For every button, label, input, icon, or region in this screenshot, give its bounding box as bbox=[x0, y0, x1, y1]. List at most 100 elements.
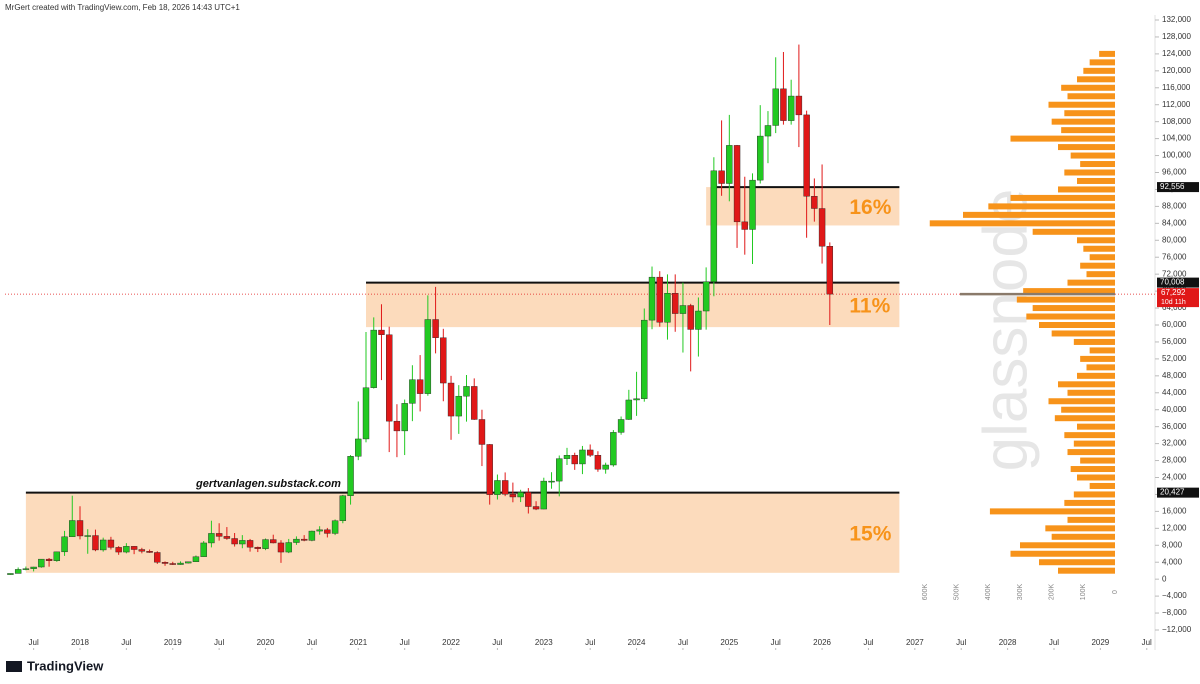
candle-body bbox=[509, 494, 517, 498]
x-tick-label: Jul bbox=[863, 638, 873, 647]
y-tick-label: 108,000 bbox=[1162, 117, 1191, 126]
candle-body bbox=[455, 395, 462, 417]
profile-bar bbox=[1061, 127, 1115, 134]
y-tick-label: 4,000 bbox=[1162, 557, 1183, 566]
profile-bar bbox=[1070, 152, 1115, 159]
candle-body bbox=[416, 379, 424, 394]
profile-bar bbox=[1077, 474, 1115, 481]
y-tick-label: 76,000 bbox=[1162, 252, 1187, 261]
x-tick-label: Jul bbox=[956, 638, 966, 647]
profile-bar bbox=[1039, 559, 1115, 566]
y-tick-label: 124,000 bbox=[1162, 49, 1191, 58]
candle-body bbox=[772, 88, 779, 126]
profile-bar bbox=[988, 203, 1115, 210]
y-tick-label: 36,000 bbox=[1162, 422, 1187, 431]
profile-bar bbox=[1054, 415, 1115, 422]
candle-body bbox=[687, 305, 694, 330]
candle-body bbox=[733, 145, 741, 223]
y-tick-label: 44,000 bbox=[1162, 388, 1187, 397]
candle-body bbox=[293, 538, 300, 543]
x-tick-label: 2021 bbox=[349, 638, 367, 647]
x-tick-label: 2028 bbox=[999, 638, 1017, 647]
candle-body bbox=[277, 542, 285, 553]
candle-body bbox=[424, 319, 432, 394]
candle-body bbox=[285, 542, 292, 553]
candle-body bbox=[69, 520, 76, 538]
price-tag bbox=[1157, 487, 1199, 498]
logo-text: TradingView bbox=[27, 658, 104, 673]
candle-body bbox=[84, 535, 91, 537]
candle-body bbox=[99, 539, 107, 551]
y-tick-label: 40,000 bbox=[1162, 405, 1187, 414]
candle-body bbox=[826, 246, 834, 295]
y-tick-label: 28,000 bbox=[1162, 456, 1187, 465]
candle-body bbox=[386, 334, 393, 422]
candle-body bbox=[586, 449, 594, 456]
candle-body bbox=[803, 114, 810, 197]
candle-body bbox=[679, 305, 687, 314]
candle-body bbox=[362, 387, 370, 440]
profile-bar bbox=[1080, 457, 1115, 464]
y-tick-label: 104,000 bbox=[1162, 134, 1191, 143]
candle-body bbox=[169, 563, 176, 565]
profile-tick-label: 300K bbox=[1017, 584, 1024, 601]
profile-bar bbox=[1073, 440, 1115, 447]
candle-body bbox=[370, 329, 377, 388]
y-tick-label: 12,000 bbox=[1162, 523, 1187, 532]
zone bbox=[25, 492, 900, 573]
candle-body bbox=[463, 386, 470, 397]
candle-body bbox=[208, 533, 215, 544]
profile-tick-label: 200K bbox=[1049, 584, 1056, 601]
candle-body bbox=[7, 573, 14, 575]
candle-body bbox=[633, 398, 640, 401]
x-tick-label: Jul bbox=[307, 638, 317, 647]
candle-body bbox=[409, 379, 416, 404]
profile-bar bbox=[1061, 406, 1115, 413]
candle-body bbox=[625, 399, 633, 420]
candle-body bbox=[308, 530, 316, 541]
candle-body bbox=[447, 382, 455, 417]
profile-bar bbox=[1064, 499, 1115, 506]
x-tick-label: 2019 bbox=[164, 638, 182, 647]
candle-body bbox=[501, 480, 509, 495]
candle-body bbox=[239, 540, 246, 545]
candle-body bbox=[401, 403, 408, 432]
candle-body bbox=[602, 464, 609, 470]
profile-bar bbox=[1045, 525, 1115, 532]
profile-bar bbox=[1026, 313, 1115, 320]
x-tick-label: Jul bbox=[400, 638, 410, 647]
candle-body bbox=[695, 310, 702, 330]
profile-tick-label: 0 bbox=[1112, 590, 1119, 594]
logo: TradingView bbox=[6, 658, 104, 673]
candle-body bbox=[215, 533, 223, 537]
candle-body bbox=[14, 569, 22, 574]
candle-body bbox=[656, 276, 663, 323]
price-tag-label: 92,556 bbox=[1160, 182, 1185, 191]
candle-body bbox=[540, 480, 547, 510]
y-tick-label: 116,000 bbox=[1162, 83, 1191, 92]
zone-label: 15% bbox=[849, 522, 891, 545]
zone bbox=[366, 282, 900, 328]
candle-body bbox=[107, 539, 115, 548]
x-tick-label: Jul bbox=[678, 638, 688, 647]
x-tick-label: Jul bbox=[1049, 638, 1059, 647]
profile-bar bbox=[1061, 84, 1115, 91]
candle-body bbox=[718, 170, 725, 184]
y-tick-label: 132,000 bbox=[1162, 15, 1191, 24]
x-tick-label: Jul bbox=[1142, 638, 1152, 647]
current-price-label: 67,292 bbox=[1161, 288, 1186, 297]
candle-body bbox=[525, 492, 532, 507]
candle-body bbox=[478, 419, 486, 445]
candle-body bbox=[254, 546, 261, 549]
candle-body bbox=[702, 281, 710, 312]
candle-body bbox=[517, 492, 524, 498]
candle-body bbox=[223, 536, 231, 539]
profile-bar bbox=[1058, 144, 1115, 151]
y-tick-label: 32,000 bbox=[1162, 439, 1187, 448]
candle-body bbox=[764, 125, 772, 137]
profile-bar bbox=[1080, 355, 1115, 362]
candle-body bbox=[300, 538, 308, 541]
y-tick-label: 60,000 bbox=[1162, 320, 1187, 329]
profile-bar bbox=[1064, 432, 1115, 439]
